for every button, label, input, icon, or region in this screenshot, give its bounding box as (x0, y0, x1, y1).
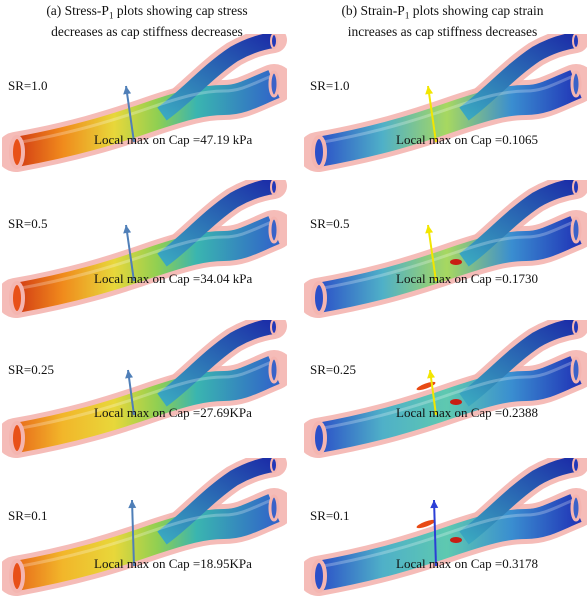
stiffness-ratio-label: SR=0.1 (310, 508, 350, 523)
annotation-arrow-head (430, 500, 439, 509)
panel-a-3: SR=0.25 Local max on Cap =27.69KPa (2, 320, 287, 468)
panel-b-4: SR=0.1 Local max on Cap =0.3178 (304, 458, 587, 606)
column-a-title: (a) Stress-P1 plots showing cap stress d… (46, 3, 248, 39)
stiffness-ratio-label: SR=0.5 (8, 216, 48, 231)
vessel-plot (304, 320, 587, 458)
annotation-arrow-head (123, 86, 132, 95)
stiffness-ratio-label: SR=0.5 (310, 216, 350, 231)
panel-a-2: SR=0.5 Local max on Cap =34.04 kPa (2, 180, 287, 328)
panel-b-1: SR=1.0 Local max on Cap =0.1065 (304, 34, 587, 182)
vessel-plot (2, 180, 287, 318)
panel-b-3: SR=0.25 Local max on Cap =0.2388 (304, 320, 587, 468)
local-max-annotation: Local max on Cap =0.1065 (396, 132, 538, 147)
annotation-arrow (125, 85, 135, 143)
annotation-arrow-head (427, 370, 436, 379)
local-max-annotation: Local max on Cap =0.3178 (396, 556, 538, 571)
stiffness-ratio-label: SR=0.1 (8, 508, 48, 523)
annotation-arrow (427, 85, 437, 143)
local-max-annotation: Local max on Cap =0.2388 (396, 405, 538, 420)
annotation-arrow-head (425, 225, 434, 234)
annotation-arrow-head (425, 86, 434, 95)
stiffness-ratio-label: SR=1.0 (8, 78, 48, 93)
vessel-plot (2, 320, 287, 458)
annotation-arrow (131, 499, 135, 567)
annotation-arrow-head (123, 225, 132, 234)
stiffness-ratio-label: SR=0.25 (310, 362, 356, 377)
local-max-annotation: Local max on Cap =34.04 kPa (94, 271, 253, 286)
annotation-arrow (433, 499, 437, 567)
vessel-plot (2, 34, 287, 172)
annotation-arrow (427, 224, 437, 282)
annotation-arrow-head (125, 370, 134, 379)
local-max-annotation: Local max on Cap =18.95KPa (94, 556, 252, 571)
local-max-annotation: Local max on Cap =47.19 kPa (94, 132, 253, 147)
panel-a-4: SR=0.1 Local max on Cap =18.95KPa (2, 458, 287, 606)
annotation-arrow-head (128, 500, 137, 509)
vessel-plot (304, 458, 587, 596)
column-b-title: (b) Strain-P1 plots showing cap strain i… (341, 3, 544, 39)
vessel-plot (2, 458, 287, 596)
panel-b-2: SR=0.5 Local max on Cap =0.1730 (304, 180, 587, 328)
vessel-plot (304, 34, 587, 172)
stiffness-ratio-label: SR=1.0 (310, 78, 350, 93)
vessel-plot (304, 180, 587, 318)
local-max-annotation: Local max on Cap =27.69KPa (94, 405, 252, 420)
stiffness-ratio-label: SR=0.25 (8, 362, 54, 377)
annotation-arrow (125, 224, 135, 282)
panel-a-1: SR=1.0 Local max on Cap =47.19 kPa (2, 34, 287, 182)
local-max-annotation: Local max on Cap =0.1730 (396, 271, 538, 286)
